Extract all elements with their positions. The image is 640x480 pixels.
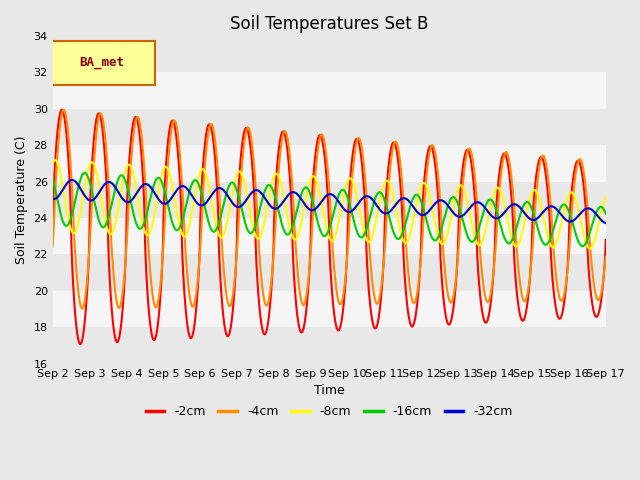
Legend: -2cm, -4cm, -8cm, -16cm, -32cm: -2cm, -4cm, -8cm, -16cm, -32cm <box>141 400 518 423</box>
FancyBboxPatch shape <box>47 41 155 85</box>
Bar <box>52 72 605 109</box>
Bar <box>52 291 605 327</box>
Title: Soil Temperatures Set B: Soil Temperatures Set B <box>230 15 428 33</box>
Bar <box>52 327 605 364</box>
Bar <box>52 181 605 218</box>
Text: BA_met: BA_met <box>79 56 124 69</box>
Y-axis label: Soil Temperature (C): Soil Temperature (C) <box>15 135 28 264</box>
X-axis label: Time: Time <box>314 384 344 397</box>
Bar <box>52 109 605 145</box>
Bar <box>52 254 605 291</box>
Bar <box>52 145 605 181</box>
Bar <box>52 218 605 254</box>
Bar <box>52 36 605 72</box>
